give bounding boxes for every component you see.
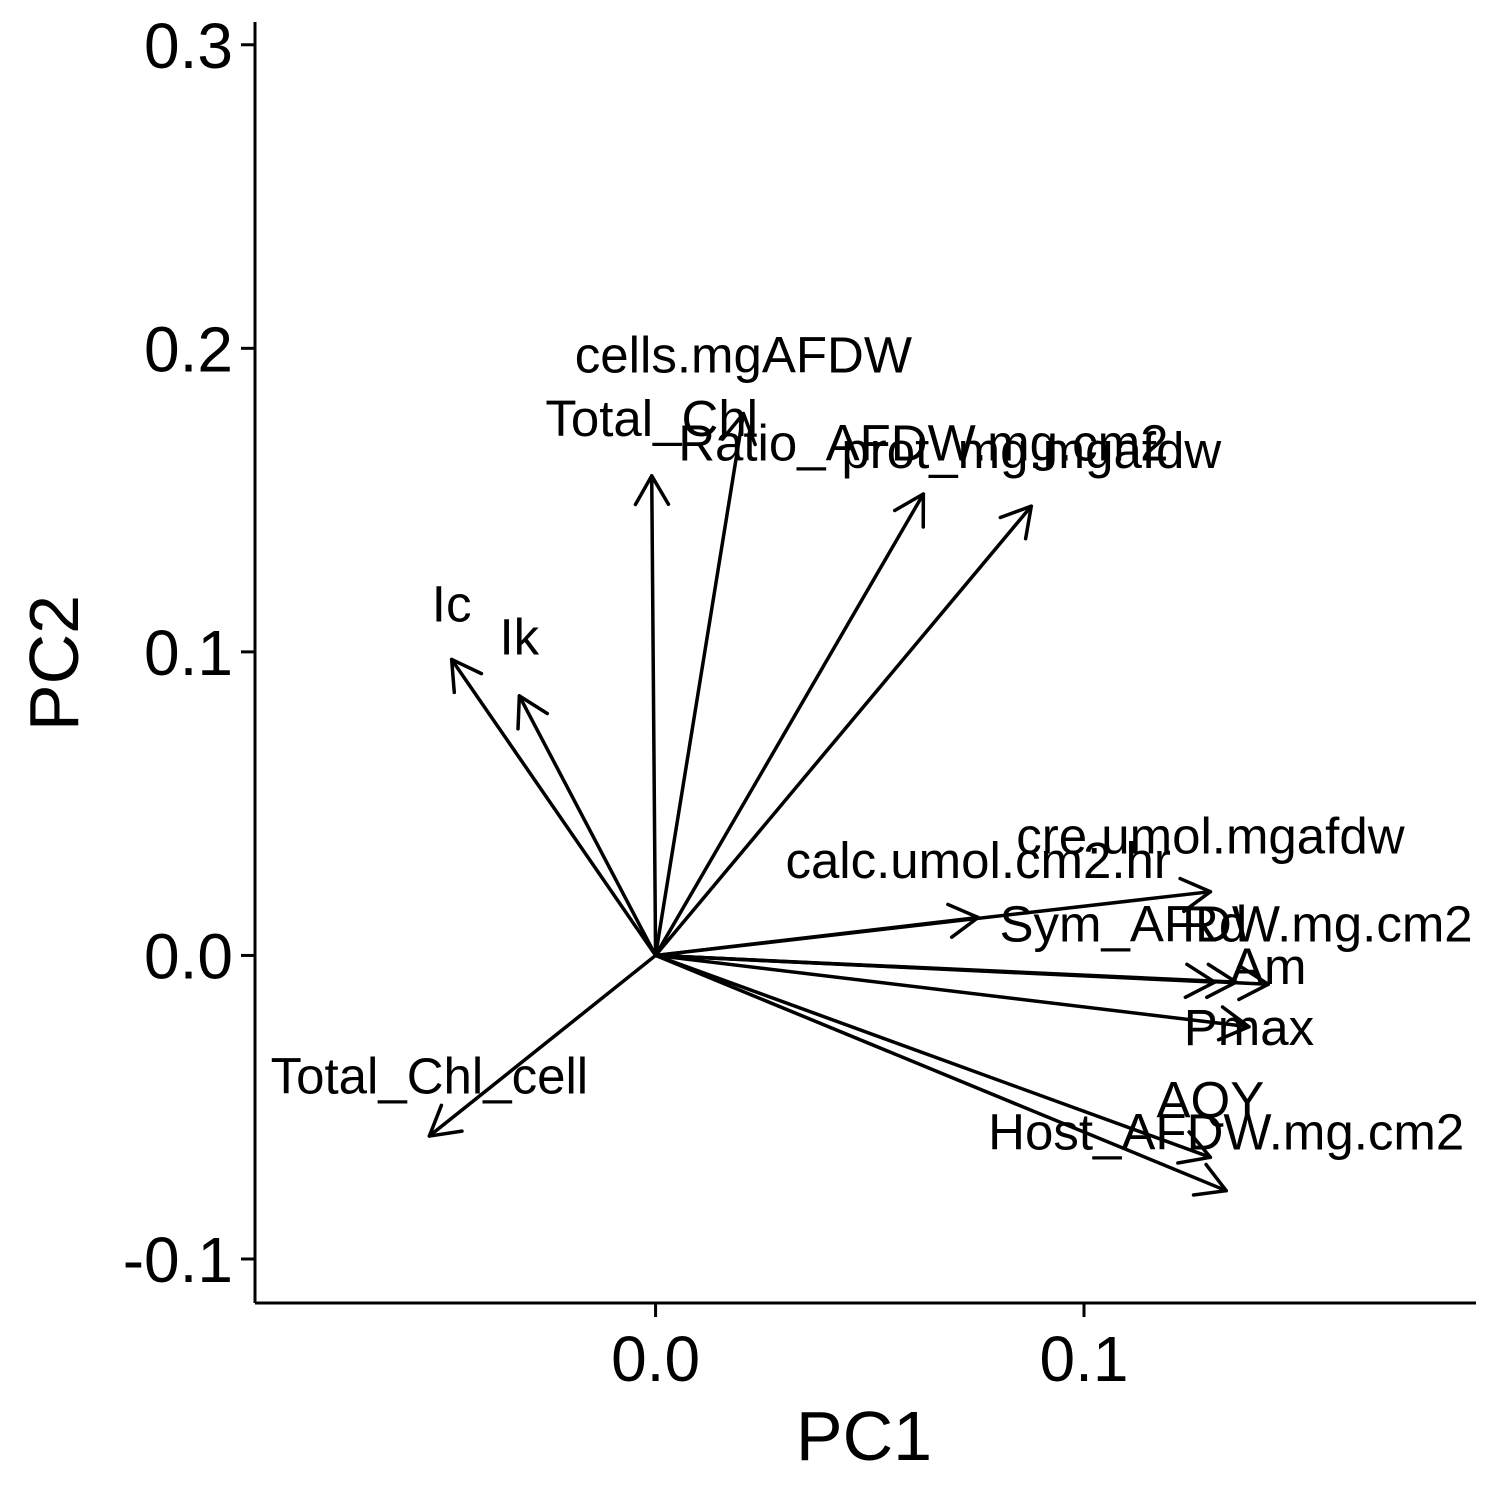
vector-arrowhead-ic <box>449 657 484 695</box>
vector-label-ic: Ic <box>432 575 472 632</box>
vector-line-pmax <box>653 953 1251 1029</box>
vector-calc-umol-cm2-hr <box>653 902 980 958</box>
x-tick-label-0-0: 0.0 <box>611 1323 700 1395</box>
y-tick-label-0-3: 0.3 <box>144 10 233 82</box>
vector-line-aqy <box>653 953 1213 1160</box>
vector-arrowhead-total-chl <box>633 474 671 507</box>
loading-vectors <box>427 411 1270 1197</box>
vector-line-am <box>653 953 1270 987</box>
vector-label-ik: Ik <box>499 609 539 666</box>
y-tick-label-0-1: -0.1 <box>123 1224 233 1296</box>
vector-am <box>653 953 1270 1002</box>
axes <box>253 22 1476 1305</box>
vector-label-total-chl: Total_Chl <box>545 390 758 447</box>
vector-arrowhead-am <box>1237 964 1270 1002</box>
vector-label-rd: Rd <box>1182 896 1247 953</box>
vector-label-cells-mgafdw: cells.mgAFDW <box>575 326 912 383</box>
vector-label-calc-umol-cm2-hr: calc.umol.cm2.hr <box>785 832 1170 889</box>
vector-label-ratio-afdw-mg-cm2: Ratio_AFDW.mg.cm2 <box>678 414 1168 471</box>
vector-pmax <box>653 953 1251 1042</box>
vector-total-chl-cell <box>427 953 658 1138</box>
vector-arrowhead-aqy <box>1176 1130 1213 1165</box>
vector-label-host-afdw-mg-cm2: Host_AFDW.mg.cm2 <box>988 1103 1464 1160</box>
vector-label-prot-mg-mgafdw: prot_mg.mgafdw <box>841 422 1221 479</box>
vector-arrowhead-calc-umol-cm2-hr <box>946 902 980 939</box>
vector-line-host-afdw-mg-cm2 <box>653 953 1228 1193</box>
vector-cells-mgafdw <box>653 411 757 958</box>
vector-label-sym-afdw-mg-cm2: Sym_AFDW.mg.cm2 <box>999 896 1472 953</box>
vector-label-am: Am <box>1230 938 1307 995</box>
y-ticks: -0.1 0.0 0.1 0.2 0.3 <box>123 10 255 1296</box>
vector-arrowhead-cre-umol-mgafdw <box>1178 876 1213 914</box>
vector-label-pmax: Pmax <box>1184 999 1314 1056</box>
vector-aqy <box>653 953 1213 1165</box>
vector-prot-mg-mgafdw <box>653 504 1034 958</box>
vector-arrowhead-ik <box>516 694 549 731</box>
vector-line-cells-mgafdw <box>653 411 746 958</box>
vector-label-total-chl-cell: Total_Chl_cell <box>271 1047 589 1104</box>
vector-ic <box>449 657 658 958</box>
vector-line-ik <box>517 694 658 958</box>
y-tick-label-0-2: 0.2 <box>144 313 233 385</box>
vector-line-total-chl <box>649 474 658 958</box>
vector-label-aqy: AQY <box>1157 1072 1265 1129</box>
vector-line-ic <box>449 657 658 958</box>
x-tick-label-0-1: 0.1 <box>1040 1323 1129 1395</box>
x-ticks: 0.0 0.1 <box>611 1303 1128 1395</box>
vector-arrowhead-prot-mg-mgafdw <box>998 504 1034 541</box>
vector-ratio-afdw-mg-cm2 <box>653 492 926 958</box>
vector-arrowhead-cells-mgafdw <box>720 411 757 447</box>
y-tick-label-0-0: 0.0 <box>144 920 233 992</box>
vector-total-chl <box>633 474 671 958</box>
plot-area: cells.mgAFDW Total_ChlRatio_AFDW.mg.cm2pr… <box>271 326 1473 1197</box>
vector-arrowhead-pmax <box>1216 1005 1251 1042</box>
vector-arrowhead-host-afdw-mg-cm2 <box>1191 1162 1228 1197</box>
y-axis-title: PC2 <box>15 595 93 731</box>
vector-line-total-chl-cell <box>427 953 658 1138</box>
vector-line-ratio-afdw-mg-cm2 <box>653 492 926 958</box>
vector-host-afdw-mg-cm2 <box>653 953 1228 1197</box>
loading-labels: cells.mgAFDW Total_ChlRatio_AFDW.mg.cm2pr… <box>271 326 1473 1160</box>
vector-ik <box>516 694 658 958</box>
vector-arrowhead-ratio-afdw-mg-cm2 <box>892 492 926 529</box>
x-axis-title: PC1 <box>796 1397 932 1475</box>
vector-arrowhead-total-chl-cell <box>427 1103 464 1138</box>
y-tick-label-0-1: 0.1 <box>144 617 233 689</box>
vector-line-prot-mg-mgafdw <box>653 504 1034 958</box>
vector-label-cre-umol-mgafdw: cre.umol.mgafdw <box>1016 808 1404 865</box>
vector-line-calc-umol-cm2-hr <box>653 915 980 958</box>
